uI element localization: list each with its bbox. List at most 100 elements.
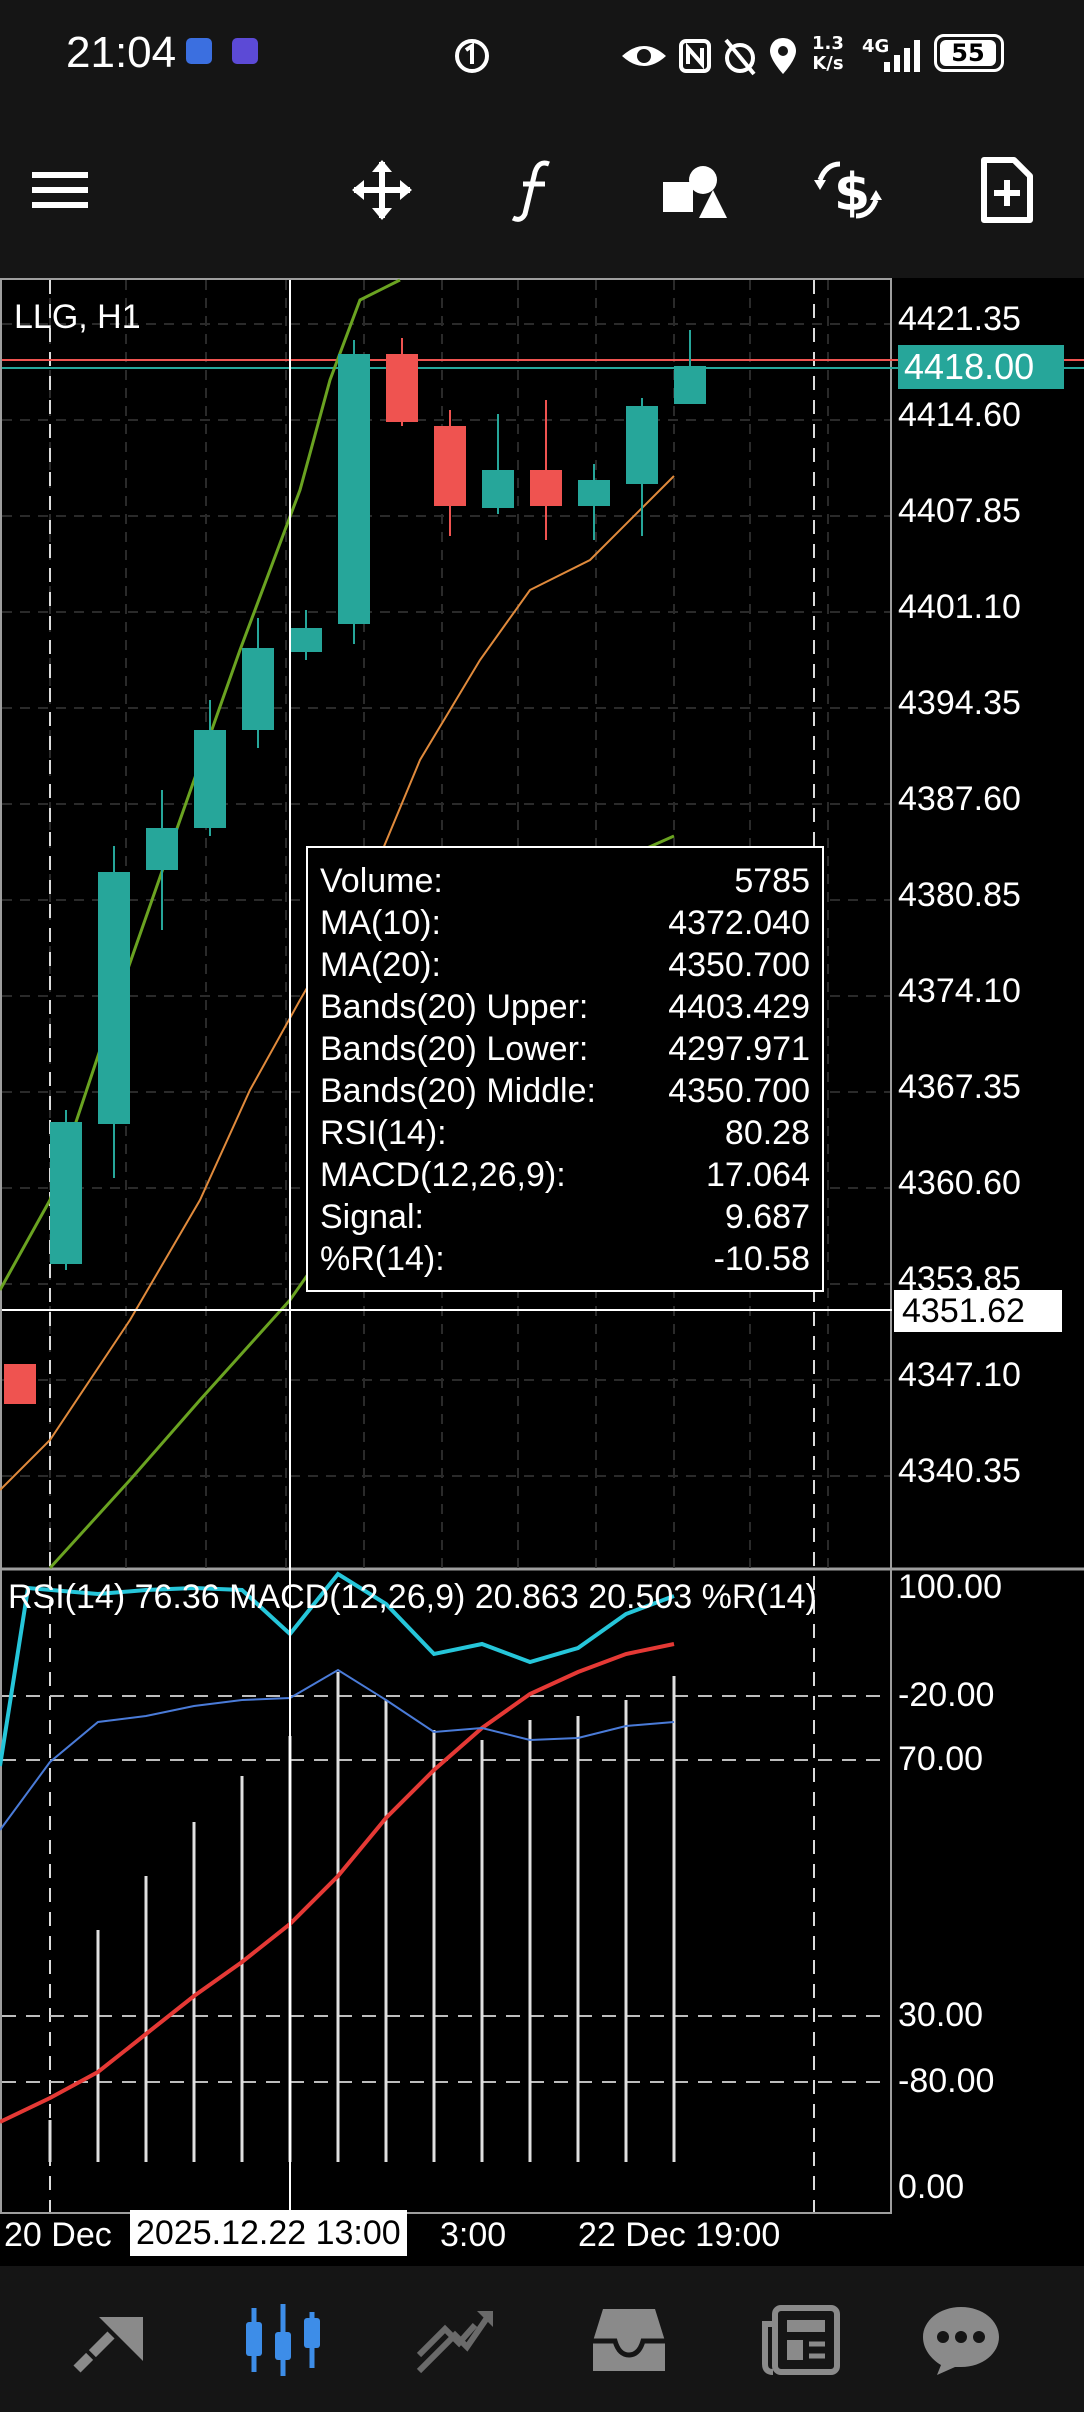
osc-tick-label: 0.00 xyxy=(898,2168,965,2206)
price-tick-label: 4360.60 xyxy=(898,1164,1021,1202)
candle-body xyxy=(290,628,322,652)
data-window-value: 17.064 xyxy=(706,1156,810,1194)
data-window-row: %R(14): -10.58 xyxy=(320,1238,810,1280)
price-tick-label: 4414.60 xyxy=(898,396,1021,434)
indicators-button[interactable] xyxy=(494,150,574,230)
data-window-label: %R(14): xyxy=(320,1240,445,1278)
trade-button[interactable]: $ xyxy=(808,150,888,230)
candle-body xyxy=(530,470,562,506)
network-speed: 1.3 K/s xyxy=(812,34,844,74)
williams-r-line xyxy=(0,1668,675,1831)
data-window-value: 4350.700 xyxy=(668,946,810,984)
nav-history[interactable] xyxy=(584,2300,674,2380)
menu-icon xyxy=(32,172,88,208)
price-tick-label: 4340.35 xyxy=(898,1452,1021,1490)
notification-app-icon-2 xyxy=(232,38,258,64)
price-tick-label: 4407.85 xyxy=(898,492,1021,530)
price-tick-label: 4367.35 xyxy=(898,1068,1021,1106)
price-chart[interactable] xyxy=(0,0,1084,2272)
candle-body xyxy=(146,828,178,870)
indicators-f-icon xyxy=(511,160,550,222)
candle-body xyxy=(338,354,370,624)
data-window-value: 5785 xyxy=(734,862,810,900)
price-tick-label: 4394.35 xyxy=(898,684,1021,722)
crosshair-button[interactable] xyxy=(342,150,422,230)
data-window-row: Bands(20) Middle: 4350.700 xyxy=(320,1070,810,1112)
oscillator-title: RSI(14) 76.36 MACD(12,26,9) 20.863 20.50… xyxy=(8,1578,817,1616)
price-tick-label: 4374.10 xyxy=(898,972,1021,1010)
data-window-value: 4403.429 xyxy=(668,988,810,1026)
data-window-label: Bands(20) Middle: xyxy=(320,1072,596,1110)
data-window-label: RSI(14): xyxy=(320,1114,447,1152)
data-window-label: MA(20): xyxy=(320,946,441,984)
new-order-button[interactable] xyxy=(966,150,1046,230)
battery-icon: 55 xyxy=(934,34,1004,72)
chart-toolbar: $ xyxy=(0,110,1084,278)
candle-body xyxy=(50,1122,82,1264)
new-document-icon xyxy=(981,157,1033,223)
net-speed-unit: K/s xyxy=(812,53,844,74)
quotes-icon xyxy=(73,2317,143,2373)
crosshair-time-label: 2025.12.22 13:00 xyxy=(130,2210,407,2256)
net-speed-value: 1.3 xyxy=(812,33,844,54)
crosshair-move-icon xyxy=(352,160,412,220)
crosshair-price-label: 4351.62 xyxy=(894,1290,1062,1332)
data-window-value: 4297.971 xyxy=(668,1030,810,1068)
data-window-value: -10.58 xyxy=(713,1240,810,1278)
objects-button[interactable] xyxy=(654,150,734,230)
nav-quotes[interactable] xyxy=(66,2300,156,2380)
candle-body xyxy=(98,872,130,1124)
history-inbox-icon xyxy=(593,2309,665,2371)
menu-button[interactable] xyxy=(20,150,100,230)
data-window-row: MACD(12,26,9): 17.064 xyxy=(320,1154,810,1196)
candle-body xyxy=(482,470,514,508)
data-window-label: Volume: xyxy=(320,862,443,900)
x-label-left: 20 Dec xyxy=(4,2216,112,2254)
price-tick-label: 4421.35 xyxy=(898,300,1021,338)
data-window-row: Bands(20) Upper: 4403.429 xyxy=(320,986,810,1028)
data-window-row: MA(20): 4350.700 xyxy=(320,944,810,986)
data-window-label: Signal: xyxy=(320,1198,424,1236)
data-window: Volume: 5785 MA(10): 4372.040 MA(20): 4350.70… xyxy=(306,846,824,1292)
nav-messages[interactable] xyxy=(916,2300,1006,2380)
chart-candles-icon xyxy=(246,2304,320,2376)
news-icon xyxy=(762,2305,840,2375)
nav-news[interactable] xyxy=(756,2300,846,2380)
messages-chat-icon xyxy=(923,2307,999,2375)
bottom-navigation xyxy=(0,2266,1084,2412)
status-time: 21:04 xyxy=(66,28,177,77)
osc-tick-label: 100.00 xyxy=(898,1568,1002,1606)
candle-body xyxy=(386,354,418,422)
status-bar: 21:04 1.3 K/s 4G 55 xyxy=(0,0,1084,110)
x-label-partial: 3:00 xyxy=(440,2216,507,2254)
nfc-icon xyxy=(679,39,711,73)
x-label-right: 22 Dec 19:00 xyxy=(578,2216,781,2254)
candle-body xyxy=(626,406,658,484)
candle-body xyxy=(674,366,706,404)
objects-shapes-icon xyxy=(663,166,727,218)
data-window-value: 80.28 xyxy=(724,1114,810,1152)
data-window-label: Bands(20) Lower: xyxy=(320,1030,589,1068)
data-window-value: 9.687 xyxy=(724,1198,810,1236)
network-type: 4G xyxy=(862,36,890,57)
nav-trade[interactable] xyxy=(410,2300,500,2380)
data-window-value: 4350.700 xyxy=(668,1072,810,1110)
candle-body xyxy=(578,480,610,506)
data-saver-icon xyxy=(455,39,489,73)
candle-body xyxy=(194,730,226,828)
data-window-value: 4372.040 xyxy=(668,904,810,942)
data-window-row: Signal: 9.687 xyxy=(320,1196,810,1238)
nav-chart[interactable] xyxy=(238,2300,328,2380)
data-window-row: Volume: 5785 xyxy=(320,860,810,902)
price-tick-label: 4401.10 xyxy=(898,588,1021,626)
price-tick-label: 4347.10 xyxy=(898,1356,1021,1394)
alarm-off-icon xyxy=(724,38,756,76)
candle-body xyxy=(434,426,466,506)
current-price-label: 4418.00 xyxy=(898,345,1064,389)
oscillator-frame xyxy=(0,1568,892,2214)
macd-signal-line xyxy=(0,1642,675,2124)
symbol-timeframe: LLG, H1 xyxy=(14,298,141,336)
notification-app-icon xyxy=(186,38,212,64)
data-window-row: Bands(20) Lower: 4297.971 xyxy=(320,1028,810,1070)
location-icon xyxy=(770,38,796,74)
